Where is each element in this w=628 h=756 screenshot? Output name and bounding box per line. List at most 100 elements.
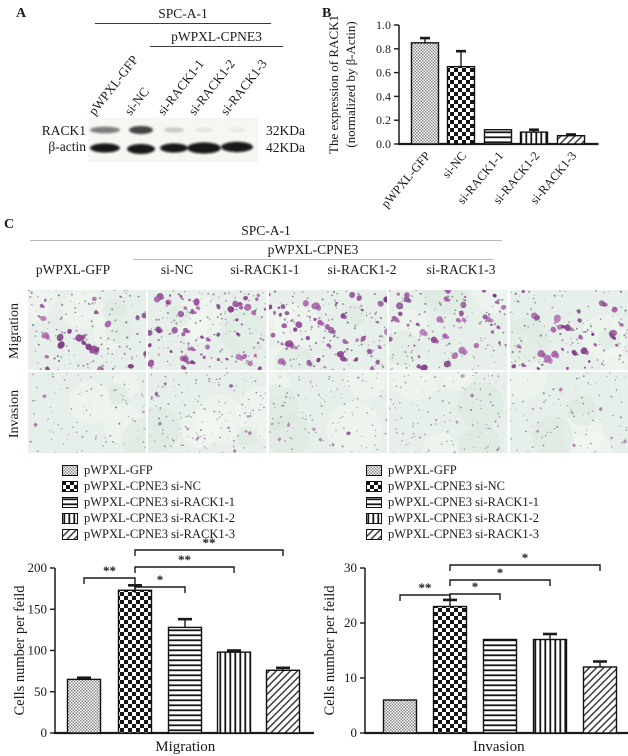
row-label-migration: Migration <box>7 303 22 359</box>
legend-item-pWPXL-CPNE3 si-RACK1-2: pWPXL-CPNE3 si-RACK1-2 <box>62 510 235 526</box>
y-tick-label: 50 <box>34 684 47 699</box>
y-axis-title: (normalized by β-Actin) <box>343 21 358 147</box>
legend-item-pWPXL-CPNE3 si-RACK1-2: pWPXL-CPNE3 si-RACK1-2 <box>366 510 539 526</box>
panel-b-chart-slot: 0.0 0.2 0.4 0.6 0.8 1.0 pWPXL-GFP si-NC si-RACK1… <box>314 0 628 223</box>
significance-label: * <box>472 579 479 594</box>
legend-label: pWPXL-CPNE3 si-NC <box>84 479 202 493</box>
y-tick-label: 100 <box>28 643 48 658</box>
microscopy-migration-si-NC <box>148 290 267 370</box>
x-category-label: si-NC <box>439 149 469 181</box>
column-label-si-RACK1-2: si-RACK1-2 <box>327 262 397 277</box>
y-axis-title: Cells number per feild <box>12 585 28 716</box>
y-axis-title: Cells number per feild <box>322 585 338 716</box>
y-tick-label: 0.4 <box>376 89 391 103</box>
panel-a-construct-underline <box>150 46 283 47</box>
panel-a-letter: A <box>16 6 27 21</box>
column-label-si-RACK1-1: si-RACK1-1 <box>230 262 300 277</box>
bar-pWPXL-CPNE3 si-RACK1-2 <box>532 638 568 734</box>
legend-label: pWPXL-GFP <box>84 463 153 477</box>
legend-swatch-checkerboard <box>62 480 78 492</box>
legend-item-pWPXL-CPNE3 si-RACK1-3: pWPXL-CPNE3 si-RACK1-3 <box>366 526 539 542</box>
blot-mw-label-42: 42KDa <box>266 140 305 155</box>
blot-mw-label-32: 32KDa <box>266 123 305 138</box>
legend-swatch-hlines <box>366 496 382 508</box>
x-axis-title: Migration <box>155 739 215 755</box>
panel-b-letter: B <box>322 6 332 21</box>
significance-label: ** <box>203 535 216 550</box>
y-tick-label: 30 <box>344 560 357 575</box>
y-axis-title: The expression of RACK1 <box>326 15 341 154</box>
panel-a-cell-line-underline <box>95 23 271 24</box>
microscopy-invasion-si-NC <box>148 372 267 453</box>
y-tick-label: 0.0 <box>376 137 391 151</box>
legend-swatch-fine-checker <box>62 464 78 476</box>
blot-protein-label-bactin: β-actin <box>48 139 86 154</box>
x-category-label: pWPXL-GFP <box>378 149 433 211</box>
panel-c-construct-header: pWPXL-CPNE3 <box>267 242 359 257</box>
microscopy-migration-si-RACK1-3 <box>509 290 628 370</box>
legend-label: pWPXL-CPNE3 si-RACK1-1 <box>388 495 540 509</box>
significance-label: ** <box>178 552 191 567</box>
y-tick-label: 10 <box>344 670 357 685</box>
bar-si-NC <box>446 65 476 145</box>
microscopy-migration-si-RACK1-2 <box>389 290 508 370</box>
y-tick-label: 0.2 <box>376 113 391 127</box>
microscopy-migration-si-RACK1-1 <box>268 290 388 370</box>
panel-c-construct-underline <box>133 259 493 260</box>
column-label-pWPXL-GFP: pWPXL-GFP <box>35 262 111 277</box>
microscopy-invasion-si-RACK1-1 <box>268 372 388 453</box>
legend-item-pWPXL-CPNE3 si-RACK1-1: pWPXL-CPNE3 si-RACK1-1 <box>62 494 235 510</box>
bar-pWPXL-CPNE3 si-RACK1-1 <box>482 638 518 734</box>
lane-label-si-NC: si-NC <box>121 84 153 118</box>
legend-label: pWPXL-CPNE3 si-RACK1-2 <box>388 511 540 525</box>
bar-pWPXL-CPNE3 si-NC <box>117 589 153 734</box>
microscopy-migration-pWPXL-GFP <box>28 290 147 370</box>
legend-swatch-diag <box>366 528 382 540</box>
legend-label: pWPXL-CPNE3 si-RACK1-1 <box>84 495 236 509</box>
bar-pWPXL-CPNE3 si-NC <box>432 605 468 734</box>
y-tick-label: 0.8 <box>376 42 391 56</box>
bar-pWPXL-CPNE3 si-RACK1-3 <box>265 669 301 734</box>
bar-si-RACK1-1 <box>483 129 513 145</box>
bar-pWPXL-CPNE3 si-RACK1-1 <box>167 626 203 734</box>
y-tick-label: 20 <box>344 615 357 630</box>
legend-item-pWPXL-CPNE3 si-RACK1-3: pWPXL-CPNE3 si-RACK1-3 <box>62 526 235 542</box>
legend-label: pWPXL-GFP <box>388 463 457 477</box>
y-tick-label: 0.6 <box>376 66 391 80</box>
legend-item-pWPXL-GFP: pWPXL-GFP <box>366 462 539 478</box>
bar-pWPXL-GFP <box>66 678 102 734</box>
bar-pWPXL-CPNE3 si-RACK1-2 <box>216 651 252 734</box>
legend-left: pWPXL-GFP pWPXL-CPNE3 si-NC pWPXL-CPNE3 si… <box>62 462 235 542</box>
microscopy-invasion-si-RACK1-3 <box>509 372 628 453</box>
significance-label: ** <box>419 580 432 595</box>
significance-label: * <box>522 550 529 565</box>
legend-label: pWPXL-CPNE3 si-RACK1-3 <box>84 527 236 541</box>
panel-c-letter: C <box>4 217 15 232</box>
row-label-invasion: Invasion <box>7 389 22 439</box>
legend-item-pWPXL-CPNE3 si-NC: pWPXL-CPNE3 si-NC <box>366 478 539 494</box>
legend-label: pWPXL-CPNE3 si-RACK1-3 <box>388 527 540 541</box>
migration-bar-chart: 0 50 100 150 200 Migration Cells number per fe… <box>12 535 316 755</box>
microscopy-invasion-pWPXL-GFP <box>28 372 147 453</box>
panel-a-cell-line-header: SPC-A-1 <box>158 6 208 21</box>
y-tick-label: 150 <box>28 601 48 616</box>
legend-item-pWPXL-CPNE3 si-RACK1-1: pWPXL-CPNE3 si-RACK1-1 <box>366 494 539 510</box>
bar-pWPXL-CPNE3 si-RACK1-3 <box>582 666 618 734</box>
panel-c-cell-line-header: SPC-A-1 <box>241 223 291 238</box>
significance-label: * <box>497 565 504 580</box>
legend-label: pWPXL-CPNE3 si-RACK1-2 <box>84 511 236 525</box>
legend-label: pWPXL-CPNE3 si-NC <box>388 479 506 493</box>
bar-si-RACK1-2 <box>519 131 549 145</box>
y-tick-label: 0 <box>41 725 48 740</box>
y-tick-label: 1.0 <box>376 18 391 32</box>
invasion-chart-slot: 0 10 20 30 Invasion Cells number per feild * * *… <box>318 528 628 756</box>
legend-swatch-vlines <box>62 512 78 524</box>
column-label-si-NC: si-NC <box>160 262 194 277</box>
panel-c-cell-line-underline <box>30 240 502 241</box>
legend-item-pWPXL-CPNE3 si-NC: pWPXL-CPNE3 si-NC <box>62 478 235 494</box>
column-label-si-RACK1-3: si-RACK1-3 <box>426 262 496 277</box>
legend-right: pWPXL-GFP pWPXL-CPNE3 si-NC pWPXL-CPNE3 si… <box>366 462 539 542</box>
legend-swatch-checkerboard <box>366 480 382 492</box>
